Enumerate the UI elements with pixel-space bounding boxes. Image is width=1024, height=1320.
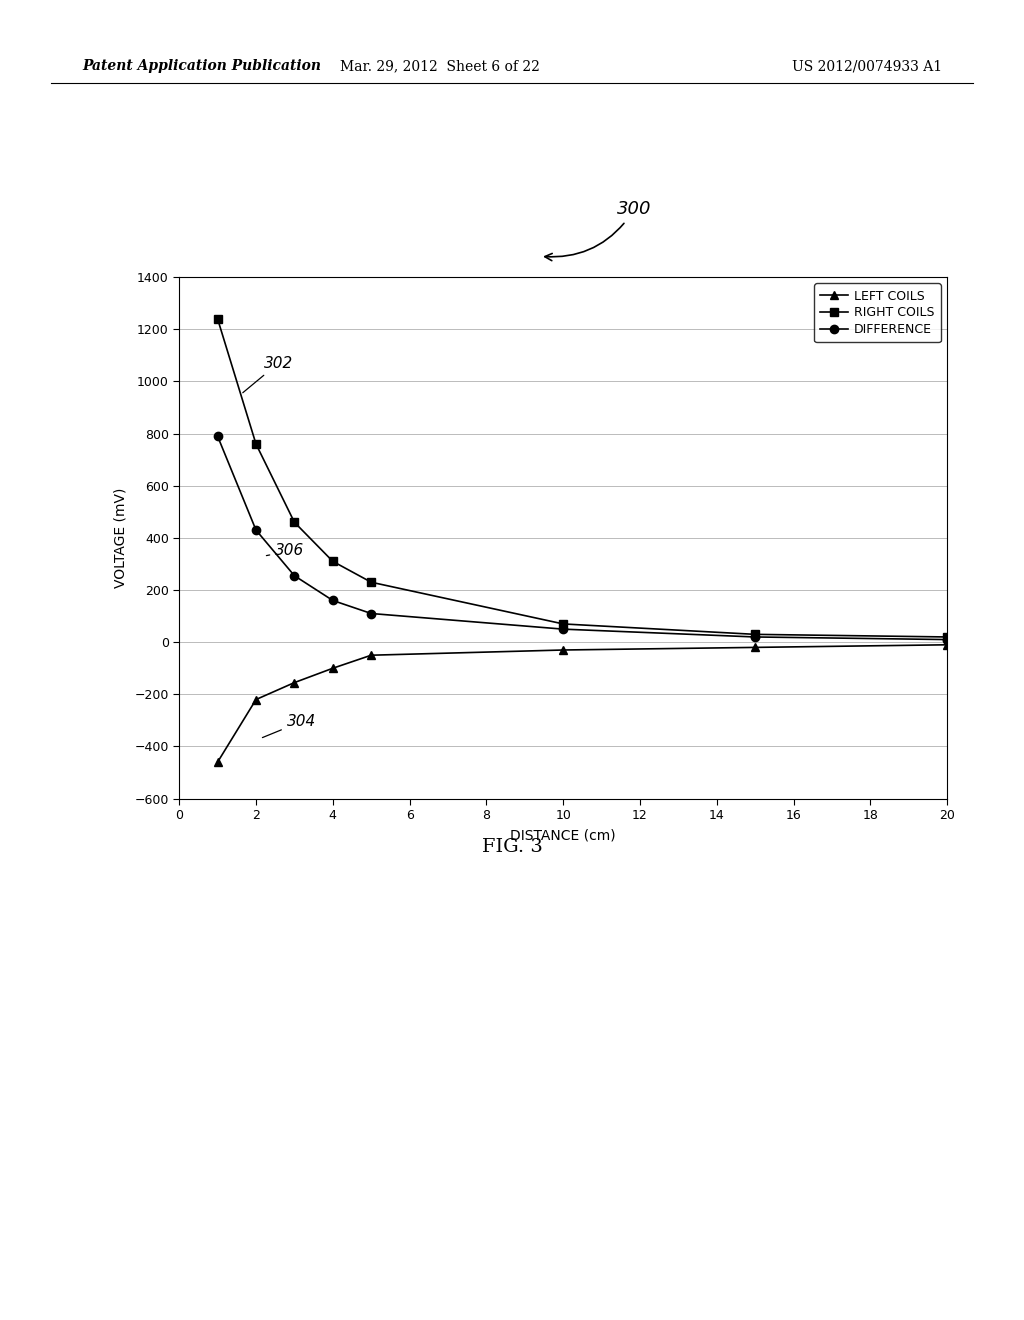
LEFT COILS [327,660,339,676]
Text: 304: 304 [262,714,316,738]
Text: 302: 302 [243,355,293,393]
DIFFERENCE [941,632,953,648]
Legend: LEFT COILS, RIGHT COILS, DIFFERENCE: LEFT COILS, RIGHT COILS, DIFFERENCE [814,284,941,342]
RIGHT COILS [289,515,301,531]
LEFT COILS [250,692,262,708]
RIGHT COILS [941,630,953,645]
Text: 300: 300 [545,201,651,260]
LEFT COILS [366,647,378,663]
Line: LEFT COILS: LEFT COILS [213,640,951,767]
LEFT COILS [211,754,223,770]
DIFFERENCE [557,622,569,638]
LEFT COILS [941,636,953,652]
Text: Patent Application Publication: Patent Application Publication [82,59,321,74]
Y-axis label: VOLTAGE (mV): VOLTAGE (mV) [114,487,127,589]
Line: DIFFERENCE: DIFFERENCE [213,432,951,644]
Line: RIGHT COILS: RIGHT COILS [213,314,951,642]
DIFFERENCE [211,428,223,444]
RIGHT COILS [750,627,762,643]
Text: Mar. 29, 2012  Sheet 6 of 22: Mar. 29, 2012 Sheet 6 of 22 [340,59,541,74]
RIGHT COILS [250,436,262,451]
RIGHT COILS [327,553,339,569]
RIGHT COILS [557,616,569,632]
Text: 306: 306 [266,544,304,558]
Text: FIG. 3: FIG. 3 [481,838,543,857]
LEFT COILS [750,639,762,655]
DIFFERENCE [289,568,301,583]
DIFFERENCE [250,523,262,539]
DIFFERENCE [327,593,339,609]
X-axis label: DISTANCE (cm): DISTANCE (cm) [510,829,616,843]
LEFT COILS [289,675,301,690]
RIGHT COILS [366,574,378,590]
RIGHT COILS [211,312,223,327]
Text: US 2012/0074933 A1: US 2012/0074933 A1 [792,59,942,74]
DIFFERENCE [750,630,762,645]
LEFT COILS [557,642,569,657]
DIFFERENCE [366,606,378,622]
